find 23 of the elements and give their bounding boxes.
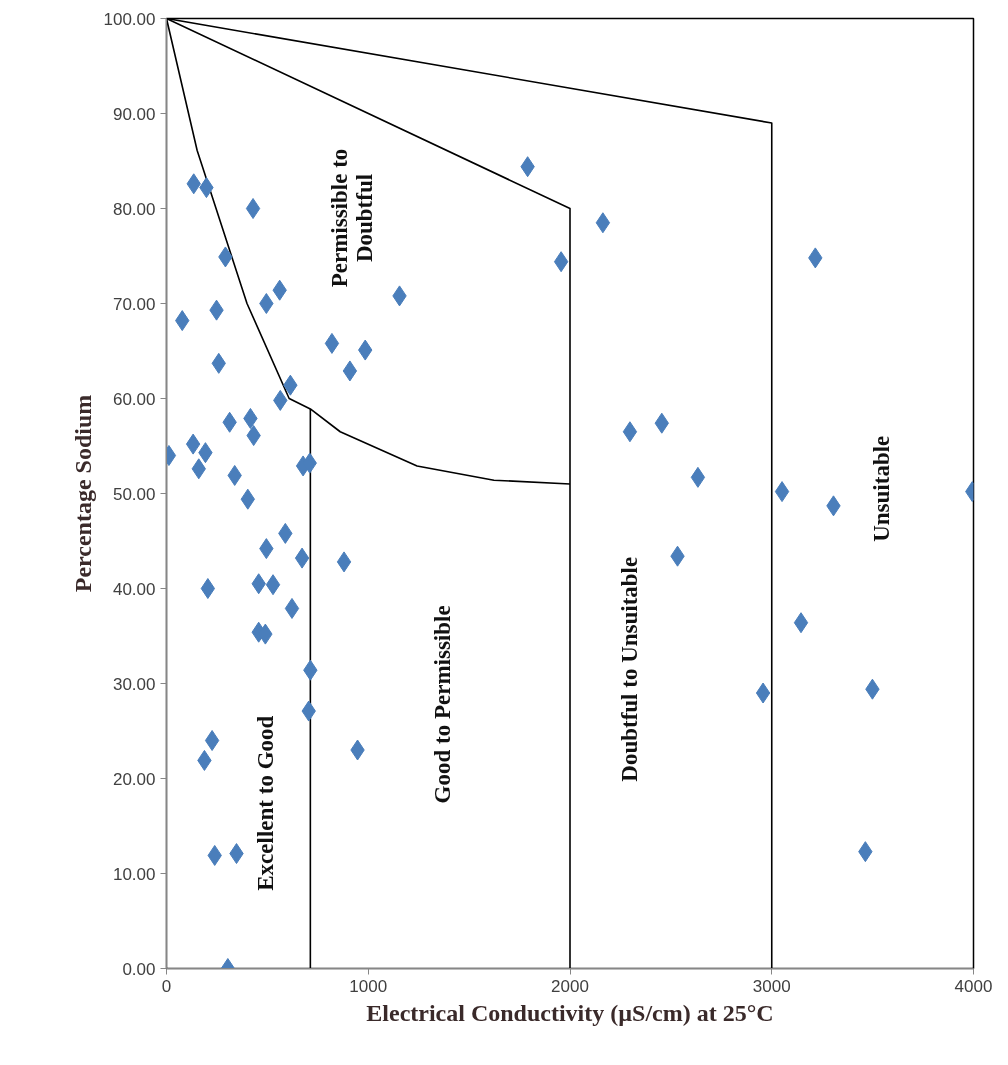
y-tick-label: 40.00 [112,579,156,599]
annotation: Good to Permissible [429,605,455,804]
y-tick-label: 70.00 [112,294,156,314]
y-axis-title: Percentage Sodium [69,394,96,593]
x-tick-label: 3000 [752,976,791,996]
y-tick-label: 100.00 [103,9,156,29]
x-tick-label: 0 [161,976,172,996]
annotation: Doubtful to Unsuitable [617,556,643,782]
x-tick-label: 4000 [954,976,993,996]
y-tick-label: 50.00 [112,484,156,504]
y-tick-label: 20.00 [112,769,156,789]
x-axis-title: Electrical Conductivity (µS/cm) at 25°C [366,999,774,1026]
y-tick-label: 0.00 [122,959,156,979]
y-tick-label: 10.00 [112,864,156,884]
x-tick-label: 2000 [551,976,589,996]
annotation: Excellent to Good [252,715,278,891]
y-tick-label: 90.00 [112,104,156,124]
y-tick-label: 30.00 [112,674,156,694]
x-tick-label: 1000 [349,976,388,996]
y-tick-label: 80.00 [112,199,156,219]
annotation: Permissible to Doubtful [327,148,378,288]
y-tick-label: 60.00 [112,389,156,409]
annotation: Unsuitable [869,435,894,542]
